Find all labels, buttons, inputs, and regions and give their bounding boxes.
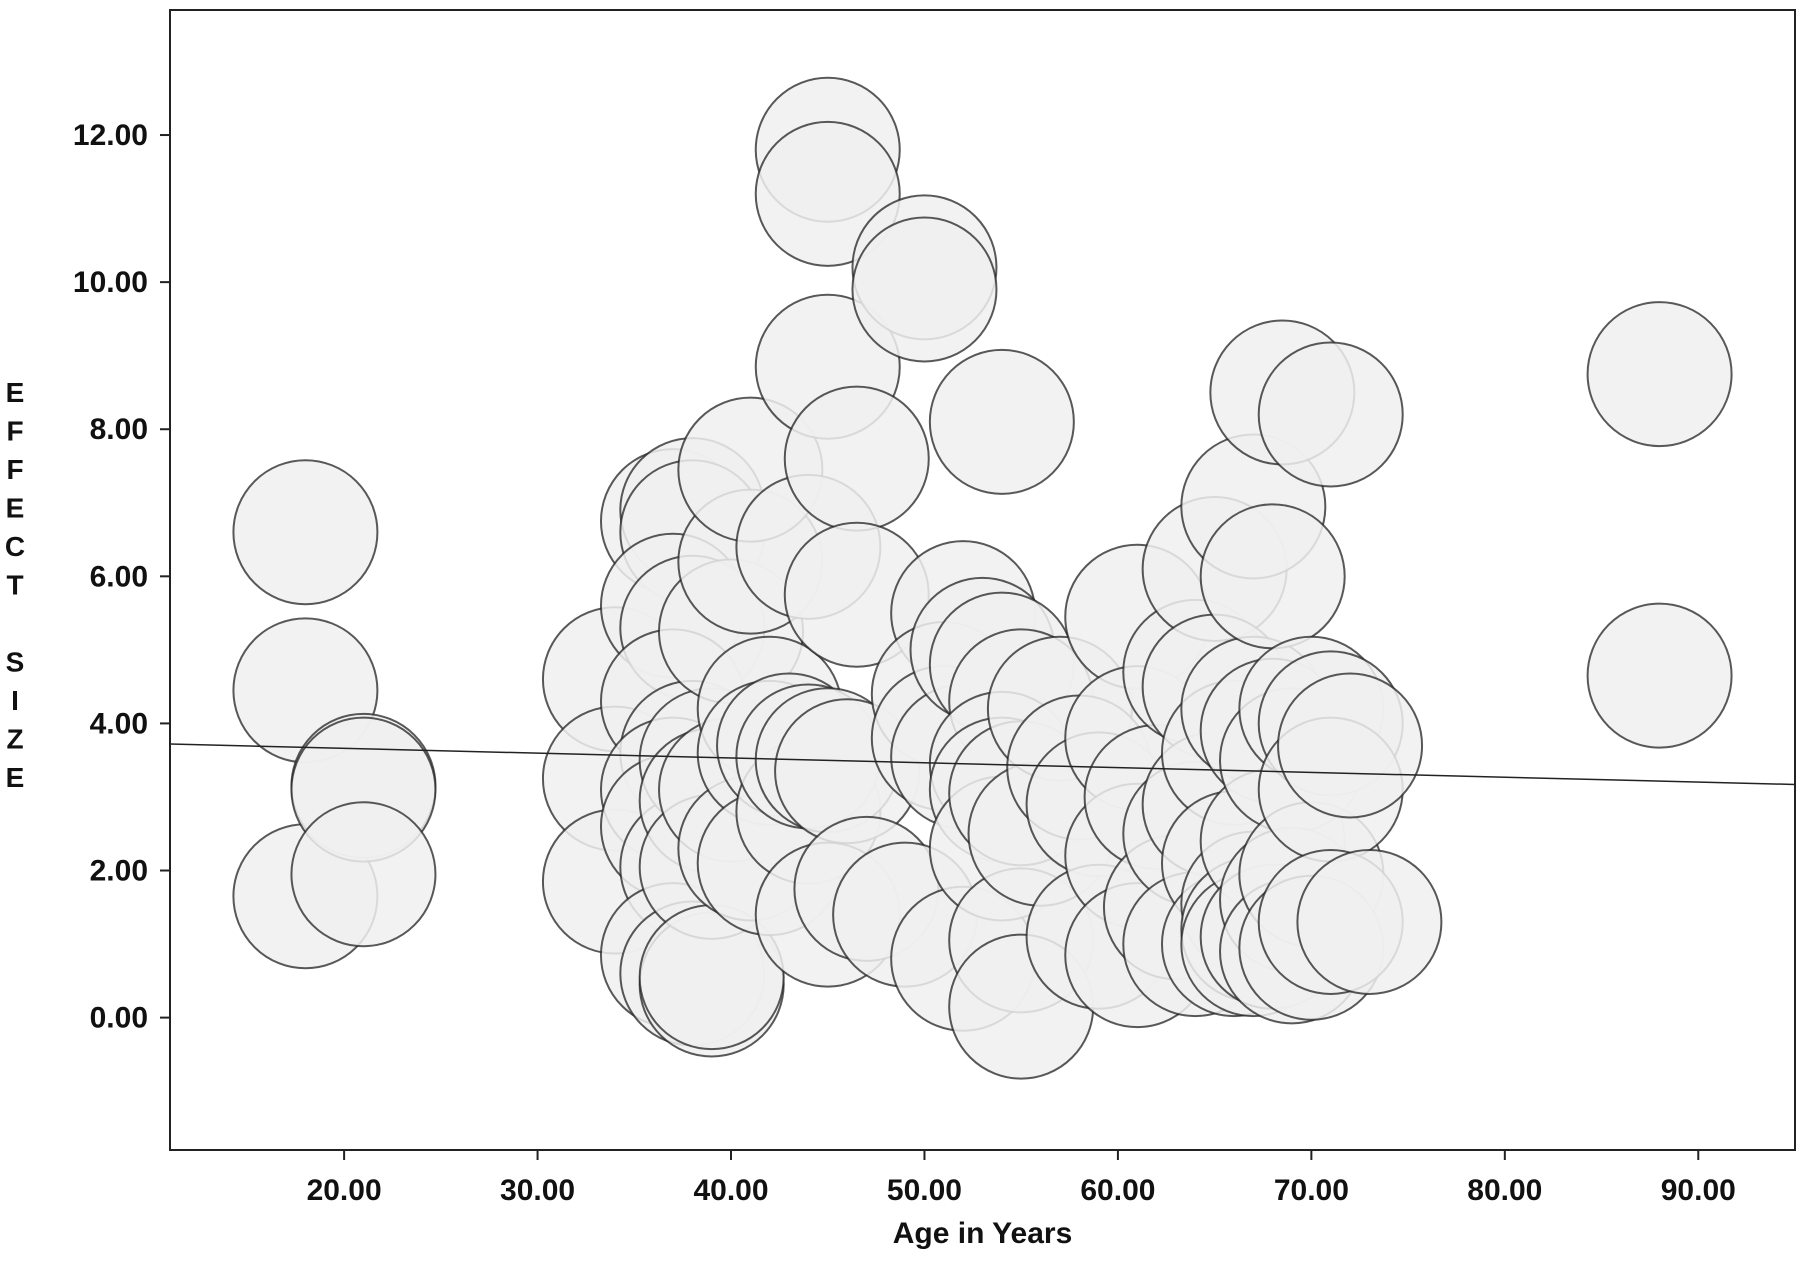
y-axis-title-char: C <box>5 531 25 562</box>
y-axis-title-char: E <box>6 762 25 793</box>
y-axis-title-char: F <box>6 416 23 447</box>
bubble-point <box>290 801 437 948</box>
y-tick-label: 6.00 <box>90 560 148 593</box>
x-tick-label: 90.00 <box>1661 1174 1736 1207</box>
bubble-point <box>1257 341 1404 488</box>
x-tick-label: 50.00 <box>887 1174 962 1207</box>
x-tick-label: 30.00 <box>500 1174 575 1207</box>
y-axis-title-char: Z <box>6 724 23 755</box>
y-tick-label: 12.00 <box>73 119 148 152</box>
bubble-point <box>232 459 379 606</box>
y-axis-title-char: S <box>6 647 25 678</box>
bubble-point <box>1586 301 1733 448</box>
y-axis-title-char: E <box>6 377 25 408</box>
y-axis-title-char: F <box>6 454 23 485</box>
regression-line <box>169 743 1796 786</box>
y-axis-title-char: I <box>11 685 19 716</box>
y-tick-label: 4.00 <box>90 707 148 740</box>
bubble-point <box>1277 672 1424 819</box>
bubble-point <box>1296 849 1443 995</box>
x-axis: 20.00 30.00 40.00 50.00 60.00 70.00 80.00 90.00 <box>307 1150 1736 1207</box>
y-axis-title-char: E <box>6 493 25 524</box>
x-tick-label: 60.00 <box>1080 1174 1155 1207</box>
y-axis-title-char: T <box>6 570 23 601</box>
x-tick-label: 40.00 <box>693 1174 768 1207</box>
bubble-point <box>783 385 930 532</box>
x-tick-label: 70.00 <box>1274 1174 1349 1207</box>
y-tick-label: 8.00 <box>90 413 148 446</box>
y-tick-label: 0.00 <box>90 1002 148 1035</box>
bubble-point <box>928 348 1075 495</box>
bubble-point <box>1586 602 1733 749</box>
bubble-point <box>1199 503 1346 650</box>
x-axis-title: Age in Years <box>893 1217 1073 1250</box>
bubble-point <box>851 216 998 363</box>
bubble-layer <box>232 76 1733 1080</box>
y-tick-label: 10.00 <box>73 266 148 299</box>
y-tick-label: 2.00 <box>90 855 148 888</box>
x-tick-label: 20.00 <box>307 1174 382 1207</box>
x-tick-label: 80.00 <box>1467 1174 1542 1207</box>
y-axis: 0.00 2.00 4.00 6.00 8.00 10.00 12.00 <box>73 119 170 1035</box>
